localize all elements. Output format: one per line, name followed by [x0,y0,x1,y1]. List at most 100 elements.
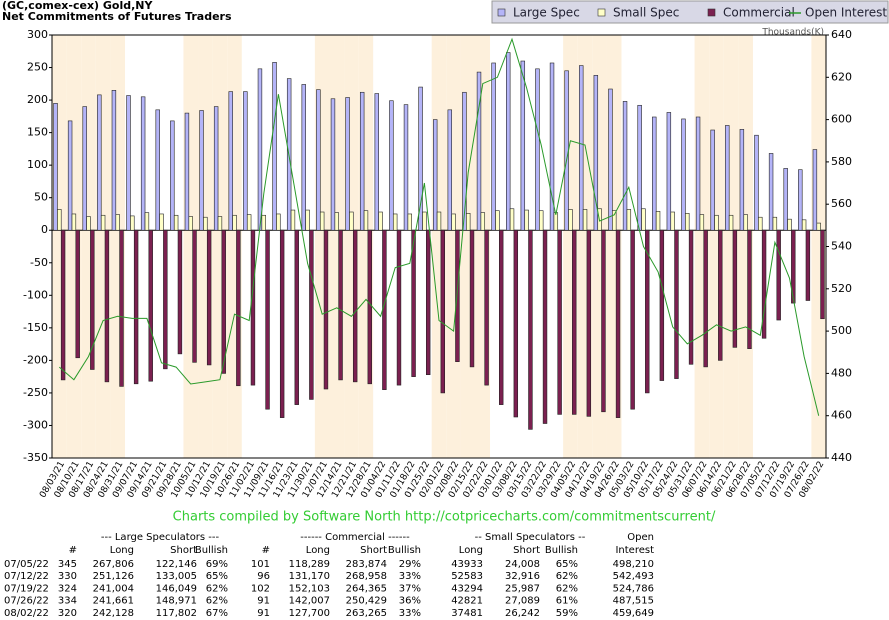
table-cell: 91 [257,596,270,607]
table-cell: 96 [257,571,270,582]
bar [768,153,774,231]
bar [754,134,759,231]
table-column-header: # [262,545,270,556]
bar [301,84,306,231]
bar [279,229,285,418]
table-cell: 65% [206,571,228,582]
y2-tick-label: 620 [831,70,852,83]
bar [97,94,102,231]
y2-tick-label: 560 [831,197,852,210]
bar [645,229,650,394]
bar [440,229,445,394]
bar [714,214,719,231]
bar [732,229,738,348]
bar [82,106,87,231]
credit: Charts compiled by Software North http:/… [173,510,716,525]
bar [805,229,811,301]
table-cell: 52583 [451,571,483,582]
bar [246,214,252,231]
bar [173,214,179,231]
bar [276,213,281,231]
bar [601,229,606,413]
table-column-header: # [69,545,77,556]
bar [305,209,310,231]
bar [637,104,642,231]
table-cell: 62% [556,583,578,594]
y-tick-label: -300 [23,418,48,431]
table-cell: 07/05/22 [4,559,49,570]
bar [484,229,489,386]
bar [389,100,394,231]
bar [572,229,577,415]
bar [579,65,584,231]
bar [67,120,73,231]
bar [436,211,442,231]
bar [615,229,621,418]
bar [104,229,110,383]
bar [812,149,818,231]
table-group-header: ------ Commercial ------ [300,532,410,543]
table-cell: 264,365 [346,583,387,594]
bar [747,229,752,349]
y-tick-label: 200 [27,93,48,106]
table-cell: 487,515 [613,596,654,607]
bar [425,229,431,376]
bar [564,70,569,231]
bar [140,96,146,231]
bar [57,209,62,231]
bar [491,62,496,231]
bar [403,104,409,231]
bar [422,211,427,231]
bar [243,91,248,231]
bar [407,213,412,231]
bar [626,209,632,231]
bar [349,211,354,231]
table-cell: 498,210 [613,559,654,570]
bar [787,218,792,231]
open-interest-line [58,37,820,416]
bar [776,229,781,321]
bar [363,210,369,231]
bar [250,229,256,386]
y-tick-label: -200 [23,353,48,366]
table-cell: 122,146 [156,559,197,570]
bar [126,95,131,231]
bar [316,89,321,231]
bar [163,229,168,370]
y-tick-label: -250 [23,386,48,399]
y2-tick-label: 580 [831,155,852,168]
bar [148,229,153,382]
table-cell: 242,128 [93,608,134,619]
legend-label: Open Interest [805,6,887,20]
table-column-header: Interest [615,545,654,556]
table-cell: 61% [556,596,578,607]
bar [816,222,821,231]
bar [622,101,628,231]
table-cell: 117,802 [156,608,197,619]
bar [466,213,471,231]
y-tick-label: 150 [27,126,48,139]
table-group-header: --- Large Speculators --- [101,532,220,543]
bar [177,229,183,355]
y2-tick-label: 640 [831,28,852,41]
bar [272,62,277,231]
bar [725,125,730,231]
bar [411,229,416,377]
table-cell: 283,874 [346,559,387,570]
bar [323,229,329,390]
table-column-header: Bullish [545,545,578,556]
table-cell: 43933 [451,559,483,570]
bar [469,229,475,368]
y2-tick-label: 600 [831,113,852,126]
bar [119,229,124,387]
y-tick-label: -150 [23,321,48,334]
bar [199,110,204,231]
table-cell: 131,170 [289,571,330,582]
bar [130,215,135,231]
bar [528,229,533,430]
y-tick-label: 100 [27,158,48,171]
table-cell: 127,700 [289,608,330,619]
table-cell: 330 [58,571,77,582]
month-stripe [782,35,797,458]
bar [695,116,701,231]
